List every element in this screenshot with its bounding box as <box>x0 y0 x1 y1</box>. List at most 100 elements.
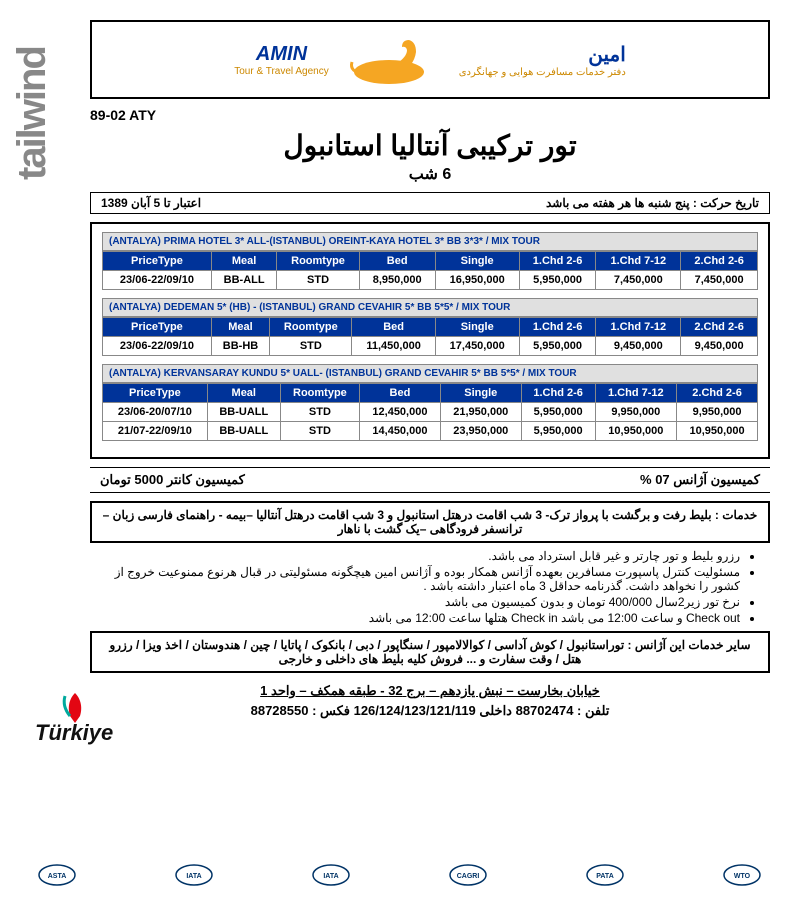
brand-fa: امین <box>459 42 626 67</box>
table-header: 1.Chd 7-12 <box>595 384 677 403</box>
table-cell: 12,450,000 <box>360 403 441 422</box>
date-row: تاریخ حرکت : پنج شنبه ها هر هفته می باشد… <box>90 192 770 214</box>
table-cell: STD <box>277 271 359 290</box>
table-cell: 11,450,000 <box>352 337 435 356</box>
address-line: خیابان بخارست – نبش یازدهم – برج 32 - طب… <box>90 683 770 699</box>
price-table: PriceTypeMealRoomtypeBedSingle1.Chd 2-61… <box>102 251 758 290</box>
brand-en: AMIN <box>234 43 329 66</box>
table-cell: 23,950,000 <box>440 422 521 441</box>
table-cell: BB-HB <box>211 337 269 356</box>
svg-text:PATA: PATA <box>596 873 614 880</box>
table-header: Bed <box>360 384 441 403</box>
table-title: (ANTALYA) PRIMA HOTEL 3* ALL-(ISTANBUL) … <box>102 232 758 251</box>
svg-text:IATA: IATA <box>186 873 201 880</box>
page-title: تور ترکیبی آنتالیا استانبول <box>90 129 770 162</box>
price-table: PriceTypeMealRoomtypeBedSingle1.Chd 2-61… <box>102 383 758 441</box>
table-header: Bed <box>352 318 435 337</box>
phone-line: تلفن : 88702474 داخلی 126/124/123/121/11… <box>90 703 770 719</box>
logo-left: AMIN Tour & Travel Agency <box>234 43 329 77</box>
table-row: 23/06-20/07/10BB-UALLSTD12,450,00021,950… <box>103 403 758 422</box>
table-cell: 10,950,000 <box>677 422 758 441</box>
table-cell: 10,950,000 <box>595 422 677 441</box>
services-box: خدمات : بلیط رفت و برگشت با پرواز ترک- 3… <box>90 501 770 543</box>
table-header: PriceType <box>103 252 212 271</box>
footer-logos: ASTA IATA IATA CAGRI PATA WTO <box>30 857 770 892</box>
table-header: 1.Chd 7-12 <box>596 318 681 337</box>
svg-text:IATA: IATA <box>323 873 338 880</box>
table-cell: 9,950,000 <box>677 403 758 422</box>
table-header: 1.Chd 2-6 <box>521 384 595 403</box>
table-title: (ANTALYA) KERVANSARAY KUNDU 5* UALL- (IS… <box>102 364 758 383</box>
table-cell: 14,450,000 <box>360 422 441 441</box>
table-header: Meal <box>211 318 269 337</box>
table-header: PriceType <box>103 318 212 337</box>
svg-text:CAGRI: CAGRI <box>457 873 480 880</box>
brand-en-sub: Tour & Travel Agency <box>234 66 329 77</box>
note-item: Check out و ساعت 12:00 می باشد Check in … <box>90 611 740 625</box>
table-cell: 9,450,000 <box>681 337 758 356</box>
table-cell: STD <box>280 403 359 422</box>
table-header: Single <box>440 384 521 403</box>
table-header: Single <box>435 318 519 337</box>
commission-counter: کمیسیون کانتر 5000 تومان <box>100 472 245 488</box>
table-header: 2.Chd 2-6 <box>681 318 758 337</box>
table-cell: 7,450,000 <box>596 271 681 290</box>
table-header: 1.Chd 2-6 <box>519 318 596 337</box>
tables-container: (ANTALYA) PRIMA HOTEL 3* ALL-(ISTANBUL) … <box>90 222 770 459</box>
header-box: AMIN Tour & Travel Agency امین دفتر خدما… <box>90 20 770 99</box>
table-row: 23/06-22/09/10BB-ALLSTD8,950,00016,950,0… <box>103 271 758 290</box>
footer-logo-icon: ASTA <box>30 857 85 892</box>
commission-agency: کمیسیون آژانس 07 % <box>640 472 760 488</box>
commission-row: کمیسیون آژانس 07 % کمیسیون کانتر 5000 تو… <box>90 467 770 493</box>
svg-text:WTO: WTO <box>734 873 751 880</box>
table-row: 21/07-22/09/10BB-UALLSTD14,450,00023,950… <box>103 422 758 441</box>
table-cell: 16,950,000 <box>435 271 519 290</box>
table-cell: 5,950,000 <box>519 337 596 356</box>
table-header: 1.Chd 2-6 <box>519 252 596 271</box>
table-cell: 5,950,000 <box>519 271 596 290</box>
validity-label: اعتبار تا 5 آبان 1389 <box>101 196 201 210</box>
table-header: Single <box>435 252 519 271</box>
table-header: 2.Chd 2-6 <box>677 384 758 403</box>
table-cell: 21,950,000 <box>440 403 521 422</box>
table-cell: 7,450,000 <box>681 271 758 290</box>
departure-label: تاریخ حرکت : پنج شنبه ها هر هفته می باشد <box>546 196 759 210</box>
table-cell: BB-UALL <box>207 422 280 441</box>
price-table: PriceTypeMealRoomtypeBedSingle1.Chd 2-61… <box>102 317 758 356</box>
table-cell: 23/06-22/09/10 <box>103 271 212 290</box>
table-cell: 21/07-22/09/10 <box>103 422 208 441</box>
brand-fa-sub: دفتر خدمات مسافرت هوایی و جهانگردی <box>459 67 626 78</box>
table-header: PriceType <box>103 384 208 403</box>
note-item: نرخ تور زیر2سال 400/000 تومان و بدون کمی… <box>90 595 740 609</box>
table-header: Meal <box>211 252 276 271</box>
document-code: 89-02 ATY <box>90 107 770 123</box>
note-item: رزرو بلیط و تور چارتر و غیر قابل استرداد… <box>90 549 740 563</box>
table-header: Roomtype <box>280 384 359 403</box>
swan-logo-icon <box>344 32 444 87</box>
table-header: Roomtype <box>277 252 359 271</box>
table-title: (ANTALYA) DEDEMAN 5* (HB) - (ISTANBUL) G… <box>102 298 758 317</box>
footer-logo-icon: CAGRI <box>441 857 496 892</box>
table-cell: 5,950,000 <box>521 422 595 441</box>
table-cell: 23/06-20/07/10 <box>103 403 208 422</box>
table-row: 23/06-22/09/10BB-HBSTD11,450,00017,450,0… <box>103 337 758 356</box>
note-item: مسئولیت کنترل پاسپورت مسافرین بعهده آژان… <box>90 565 740 593</box>
footer-logo-icon: PATA <box>578 857 633 892</box>
other-services-box: سایر خدمات این آژانس : توراستانبول / کوش… <box>90 631 770 673</box>
footer-logo-icon: IATA <box>167 857 222 892</box>
footer-logo-icon: WTO <box>715 857 770 892</box>
page-subtitle: 6 شب <box>90 164 770 184</box>
table-cell: 5,950,000 <box>521 403 595 422</box>
table-cell: 9,450,000 <box>596 337 681 356</box>
logo-right: امین دفتر خدمات مسافرت هوایی و جهانگردی <box>459 42 626 78</box>
table-cell: BB-UALL <box>207 403 280 422</box>
table-header: Bed <box>359 252 435 271</box>
table-cell: 9,950,000 <box>595 403 677 422</box>
turkiye-text: Türkiye <box>35 720 113 746</box>
table-header: 1.Chd 7-12 <box>596 252 681 271</box>
table-header: 2.Chd 2-6 <box>681 252 758 271</box>
table-header: Meal <box>207 384 280 403</box>
table-cell: 17,450,000 <box>435 337 519 356</box>
table-cell: 8,950,000 <box>359 271 435 290</box>
table-cell: BB-ALL <box>211 271 276 290</box>
